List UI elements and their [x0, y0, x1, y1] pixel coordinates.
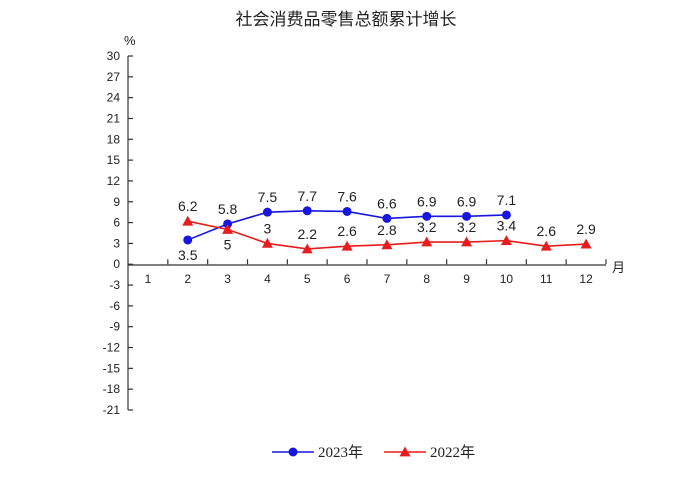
data-label-1: 3 — [264, 220, 272, 236]
legend: 2023年 2022年 — [272, 444, 475, 461]
data-label-0: 7.6 — [337, 188, 357, 204]
legend-label-0: 2023年 — [318, 444, 363, 461]
x-tick-label: 2 — [184, 272, 191, 286]
data-point-1 — [222, 224, 234, 234]
data-label-0: 7.5 — [258, 189, 278, 205]
x-axis-unit-label: 月 — [612, 260, 625, 275]
data-label-1: 2.2 — [298, 226, 318, 242]
y-tick-label: 27 — [107, 70, 121, 84]
data-point-0 — [342, 206, 352, 216]
data-point-1 — [580, 238, 592, 249]
y-tick-label: 21 — [107, 111, 121, 125]
data-point-0 — [223, 219, 233, 229]
legend-marker-1 — [399, 446, 411, 457]
data-label-1: 2.6 — [537, 223, 557, 239]
x-tick-label: 3 — [224, 272, 231, 286]
data-point-0 — [382, 213, 392, 223]
data-label-0: 7.1 — [497, 192, 517, 208]
data-point-1 — [540, 240, 552, 251]
y-tick-label: -18 — [103, 382, 121, 396]
y-tick-label: 30 — [107, 49, 121, 63]
x-tick-label: 8 — [423, 272, 430, 286]
data-point-1 — [421, 236, 433, 247]
x-tick-label: 11 — [540, 272, 553, 286]
data-label-0: 6.6 — [377, 195, 397, 211]
x-tick-label: 12 — [579, 272, 593, 286]
y-tick-label: 0 — [113, 257, 120, 271]
data-point-0 — [302, 206, 312, 216]
x-tick-label: 1 — [145, 272, 152, 286]
data-label-1: 6.2 — [178, 198, 198, 214]
data-label-1: 2.9 — [576, 221, 596, 237]
x-tick-label: 4 — [264, 272, 271, 286]
data-label-1: 2.8 — [377, 222, 397, 238]
legend-marker-0 — [288, 447, 298, 457]
data-label-1: 5 — [224, 237, 232, 253]
data-point-1 — [461, 236, 473, 247]
x-axis-ticks: 1 2 3 4 5 6 7 8 9 10 11 12 — [145, 259, 607, 286]
y-tick-label: 3 — [113, 236, 120, 250]
y-tick-label: -12 — [103, 341, 121, 355]
y-tick-label: 18 — [107, 132, 121, 146]
y-tick-label: 9 — [113, 195, 120, 209]
data-label-0: 3.5 — [178, 247, 198, 263]
data-point-0 — [501, 210, 511, 220]
data-label-0: 6.9 — [417, 193, 437, 209]
data-label-1: 2.6 — [337, 223, 357, 239]
data-point-0 — [422, 211, 432, 221]
y-tick-label: 6 — [113, 216, 120, 230]
data-label-0: 6.9 — [457, 193, 477, 209]
data-label-1: 3.2 — [457, 219, 477, 235]
data-label-1: 3.2 — [417, 219, 437, 235]
x-tick-label: 5 — [304, 272, 311, 286]
data-label-0: 5.8 — [218, 201, 238, 217]
data-label-1: 3.4 — [497, 218, 517, 234]
x-tick-label: 9 — [463, 272, 470, 286]
y-tick-label: 12 — [107, 174, 121, 188]
data-point-0 — [183, 235, 193, 245]
series-layer — [182, 206, 592, 254]
data-point-0 — [462, 211, 472, 221]
y-tick-label: -9 — [109, 320, 120, 334]
data-point-1 — [301, 243, 313, 254]
x-tick-label: 6 — [344, 272, 351, 286]
data-point-1 — [341, 240, 353, 251]
y-tick-label: -15 — [103, 361, 121, 375]
legend-label-1: 2022年 — [430, 444, 475, 461]
y-axis-unit-label: % — [124, 33, 136, 48]
y-tick-label: 15 — [107, 153, 121, 167]
data-point-1 — [182, 215, 194, 226]
chart-title: 社会消费品零售总额累计增长 — [236, 10, 457, 30]
data-point-1 — [381, 239, 393, 250]
x-tick-label: 10 — [500, 272, 514, 286]
y-tick-label: 24 — [107, 91, 121, 105]
x-tick-label: 7 — [384, 272, 391, 286]
data-labels: 3.5 5.8 7.5 7.7 7.6 6.6 6.9 6.9 7.1 6.2 5 3 2.2 2.6 2.… — [178, 188, 596, 263]
data-label-0: 7.7 — [298, 188, 318, 204]
data-point-0 — [262, 207, 272, 217]
data-point-1 — [261, 237, 273, 248]
y-tick-label: -6 — [109, 299, 120, 313]
y-tick-label: -21 — [103, 403, 121, 417]
data-point-1 — [500, 235, 512, 246]
y-tick-label: -3 — [109, 278, 120, 292]
